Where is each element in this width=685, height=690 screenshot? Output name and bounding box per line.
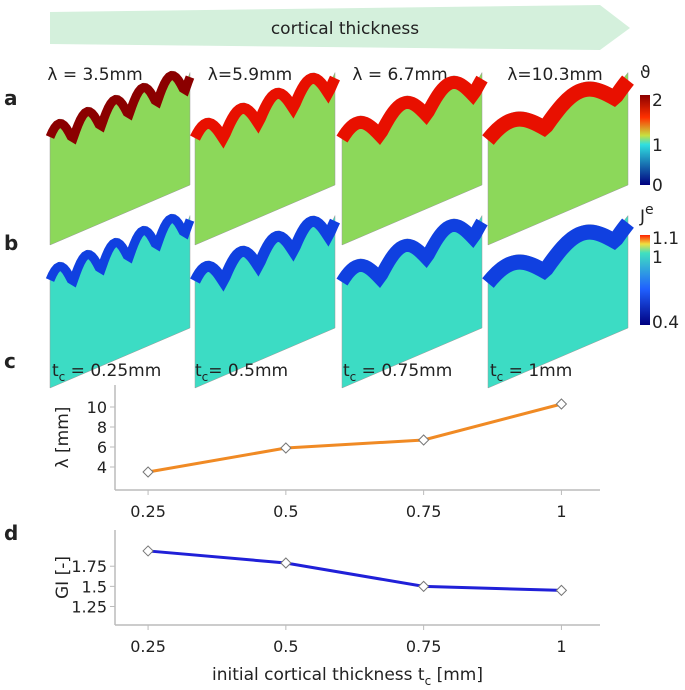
header-arrow (50, 5, 630, 50)
colorbar-tick: 0 (652, 176, 663, 196)
cortex (336, 218, 488, 288)
cortex (45, 213, 195, 288)
symbol: t (195, 361, 202, 381)
marker (555, 584, 568, 597)
marker (280, 557, 292, 569)
marker (142, 545, 154, 557)
panel-label: c (4, 349, 16, 373)
marker (280, 442, 292, 454)
line (147, 549, 562, 592)
cortex (45, 70, 195, 145)
text: = 0.5mm (208, 361, 288, 381)
thickness-label: tc= 0.5mm (195, 361, 288, 384)
y-tick-label: 10 (87, 398, 107, 417)
x-tick-label: 0.25 (130, 502, 166, 521)
text: = 0.75mm (356, 361, 452, 381)
colorbar-tick: 1.1 (652, 229, 679, 249)
subscript: c (425, 674, 432, 688)
x-tick-label: 0.75 (406, 637, 442, 656)
subscript: c (350, 370, 357, 384)
x-axis-label: initial cortical thickness tc [mm] (212, 665, 483, 688)
symbol: t (490, 361, 497, 381)
colorbar (640, 235, 650, 325)
panel-label: d (4, 521, 18, 545)
panel-label: b (4, 231, 18, 255)
subscript: c (497, 370, 504, 384)
header: cortical thickness (271, 19, 419, 39)
subscript: c (59, 370, 66, 384)
superscript: e (645, 202, 654, 218)
cortex (482, 218, 634, 288)
wavelength-label: λ = 6.7mm (352, 65, 447, 85)
marker (142, 466, 154, 478)
cortex (190, 72, 340, 149)
thickness-label: tc = 0.75mm (343, 361, 452, 384)
cortex (482, 75, 634, 145)
colorbar-symbol: ϑ (640, 63, 651, 83)
cortex (336, 75, 488, 145)
x-tick-label: 0.25 (130, 637, 166, 656)
colorbar-tick: 0.4 (652, 313, 679, 333)
y-axis-label: GI [-] (53, 556, 73, 599)
y-tick-label: 4 (97, 458, 107, 477)
text: initial cortical thickness t (212, 665, 425, 685)
thickness-label: tc = 0.25mm (52, 361, 161, 384)
panel-label: a (4, 86, 18, 110)
marker (555, 398, 568, 410)
wavelength-label: λ=10.3mm (507, 65, 602, 85)
colorbar-symbol: Je (639, 202, 654, 227)
subscript: c (202, 370, 209, 384)
symbol: t (343, 361, 350, 381)
x-tick-label: 0.5 (273, 637, 298, 656)
colorbar-tick: 1 (652, 248, 663, 268)
line (147, 402, 562, 474)
text: = 1mm (503, 361, 572, 381)
wavelength-label: λ=5.9mm (208, 65, 292, 85)
x-tick-label: 1 (556, 502, 566, 521)
y-tick-label: 1.5 (82, 577, 107, 596)
thickness-label: tc = 1mm (490, 361, 572, 384)
marker (417, 434, 430, 446)
colorbar (640, 95, 650, 185)
y-tick-label: 1.25 (71, 597, 107, 616)
x-tick-label: 0.5 (273, 502, 298, 521)
marker (417, 580, 430, 593)
unit: [mm] (431, 665, 483, 685)
y-tick-label: 6 (97, 438, 107, 457)
y-tick-label: 1.75 (71, 557, 107, 576)
colorbar-tick: 2 (652, 91, 663, 111)
cortex (190, 215, 340, 292)
text: = 0.25mm (65, 361, 161, 381)
wavelength-label: λ = 3.5mm (47, 65, 142, 85)
symbol: t (52, 361, 59, 381)
colorbar-tick: 1 (652, 136, 663, 156)
x-tick-label: 0.75 (406, 502, 442, 521)
y-tick-label: 8 (97, 418, 107, 437)
y-axis-label: λ [mm] (53, 407, 73, 469)
x-tick-label: 1 (556, 637, 566, 656)
